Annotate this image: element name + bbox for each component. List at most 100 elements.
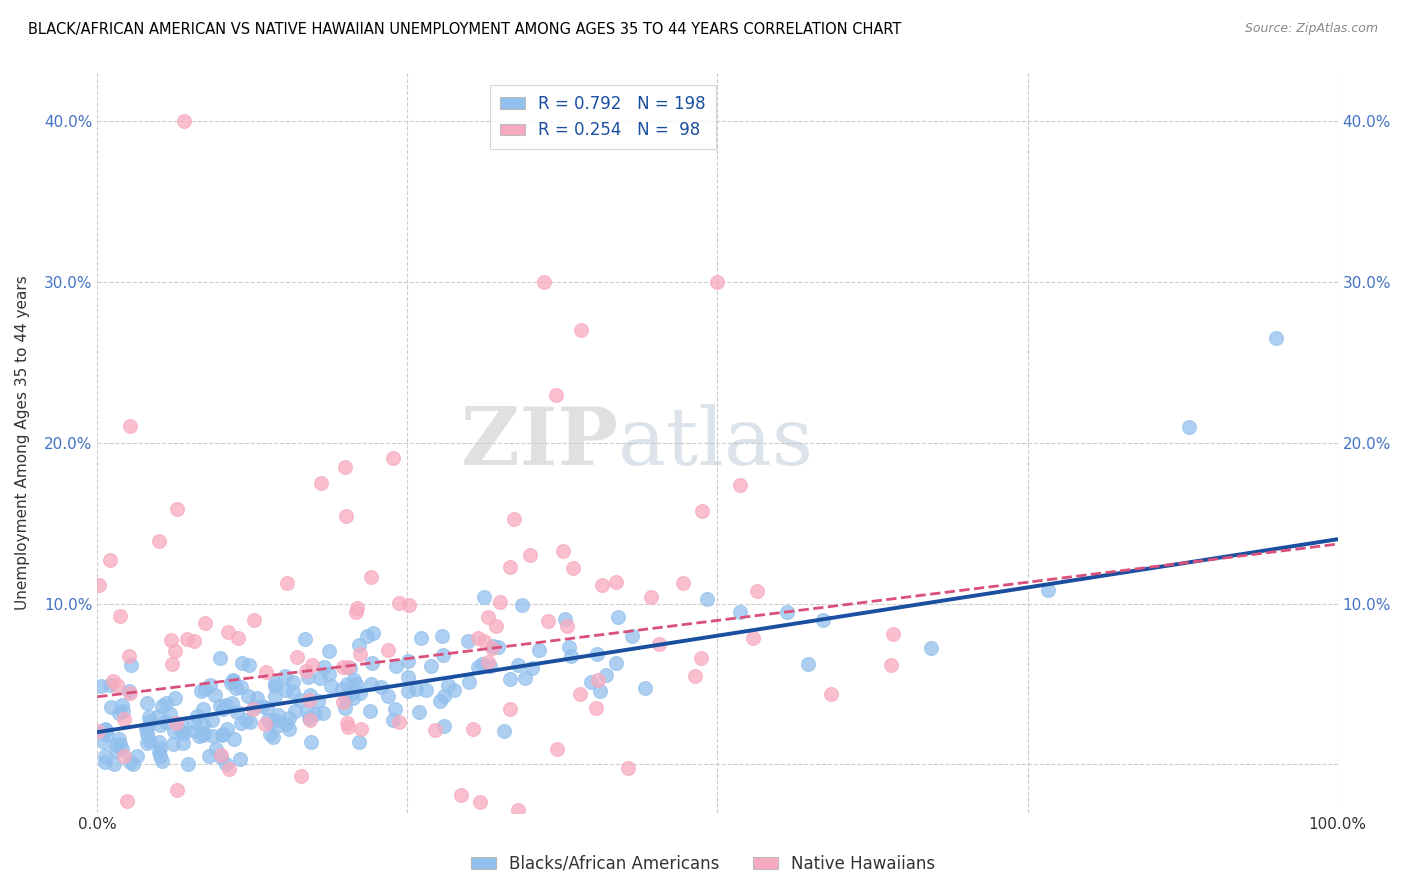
Point bbox=[485, 619, 508, 633]
Point bbox=[741, 631, 763, 645]
Point bbox=[166, 502, 188, 516]
Point bbox=[420, 659, 443, 673]
Point bbox=[87, 578, 110, 592]
Point bbox=[96, 728, 118, 742]
Point bbox=[215, 757, 238, 772]
Point bbox=[384, 702, 406, 716]
Point bbox=[537, 614, 560, 628]
Point bbox=[191, 702, 214, 716]
Point bbox=[318, 667, 340, 681]
Point bbox=[423, 723, 446, 737]
Point bbox=[266, 708, 288, 723]
Point bbox=[1038, 582, 1060, 597]
Y-axis label: Unemployment Among Ages 35 to 44 years: Unemployment Among Ages 35 to 44 years bbox=[15, 276, 30, 610]
Point bbox=[494, 723, 516, 738]
Point bbox=[558, 640, 581, 654]
Point bbox=[236, 689, 259, 703]
Point bbox=[363, 625, 385, 640]
Point bbox=[728, 605, 751, 619]
Point bbox=[170, 724, 193, 739]
Point bbox=[486, 640, 509, 655]
Point bbox=[672, 576, 695, 591]
Point bbox=[595, 668, 617, 682]
Point bbox=[94, 723, 117, 737]
Point bbox=[429, 693, 451, 707]
Point bbox=[148, 534, 170, 549]
Point bbox=[138, 709, 160, 723]
Point bbox=[159, 706, 181, 721]
Point bbox=[256, 701, 278, 715]
Point bbox=[339, 661, 361, 675]
Point bbox=[295, 704, 318, 718]
Point bbox=[349, 638, 371, 652]
Point bbox=[159, 633, 181, 648]
Point bbox=[111, 742, 134, 756]
Point bbox=[457, 633, 479, 648]
Point bbox=[309, 672, 332, 686]
Point bbox=[262, 730, 284, 744]
Point bbox=[281, 674, 304, 689]
Point bbox=[562, 561, 585, 575]
Point bbox=[225, 705, 247, 719]
Point bbox=[256, 665, 278, 679]
Point bbox=[201, 729, 224, 743]
Point bbox=[250, 698, 273, 713]
Point bbox=[172, 736, 194, 750]
Point bbox=[312, 706, 335, 720]
Point bbox=[370, 680, 392, 694]
Point bbox=[166, 783, 188, 797]
Point bbox=[149, 718, 172, 732]
Point bbox=[533, 275, 555, 289]
Point bbox=[111, 698, 134, 712]
Point bbox=[332, 695, 354, 709]
Point bbox=[105, 743, 128, 757]
Point bbox=[284, 704, 307, 718]
Point bbox=[118, 686, 141, 700]
Point bbox=[165, 715, 187, 730]
Point bbox=[299, 735, 322, 749]
Point bbox=[138, 714, 160, 728]
Point bbox=[430, 629, 453, 643]
Point bbox=[276, 716, 298, 731]
Point bbox=[560, 648, 582, 663]
Point bbox=[226, 631, 249, 645]
Point bbox=[156, 838, 179, 852]
Point bbox=[405, 682, 427, 697]
Point bbox=[295, 665, 318, 679]
Point bbox=[136, 697, 159, 711]
Point bbox=[408, 706, 430, 720]
Point bbox=[176, 632, 198, 647]
Point bbox=[253, 717, 276, 731]
Point bbox=[304, 706, 326, 721]
Point bbox=[591, 578, 613, 592]
Point bbox=[690, 651, 713, 665]
Point bbox=[290, 769, 312, 783]
Point bbox=[388, 596, 411, 610]
Point bbox=[585, 700, 607, 714]
Point bbox=[481, 641, 503, 656]
Point bbox=[396, 654, 419, 668]
Point bbox=[335, 459, 357, 474]
Point bbox=[359, 704, 381, 718]
Point bbox=[201, 713, 224, 727]
Point bbox=[477, 610, 499, 624]
Point bbox=[335, 701, 357, 715]
Point bbox=[350, 722, 373, 736]
Point bbox=[191, 716, 214, 731]
Point bbox=[640, 590, 662, 604]
Point bbox=[229, 716, 252, 731]
Point bbox=[211, 728, 233, 742]
Point bbox=[415, 683, 437, 698]
Point bbox=[546, 387, 568, 401]
Point bbox=[489, 594, 512, 608]
Point bbox=[264, 675, 287, 690]
Point bbox=[343, 673, 366, 687]
Point bbox=[242, 702, 264, 716]
Point bbox=[278, 710, 301, 724]
Point bbox=[194, 615, 217, 630]
Point bbox=[231, 680, 253, 694]
Point bbox=[118, 419, 141, 434]
Point bbox=[377, 643, 399, 657]
Point bbox=[94, 755, 117, 769]
Point bbox=[384, 658, 406, 673]
